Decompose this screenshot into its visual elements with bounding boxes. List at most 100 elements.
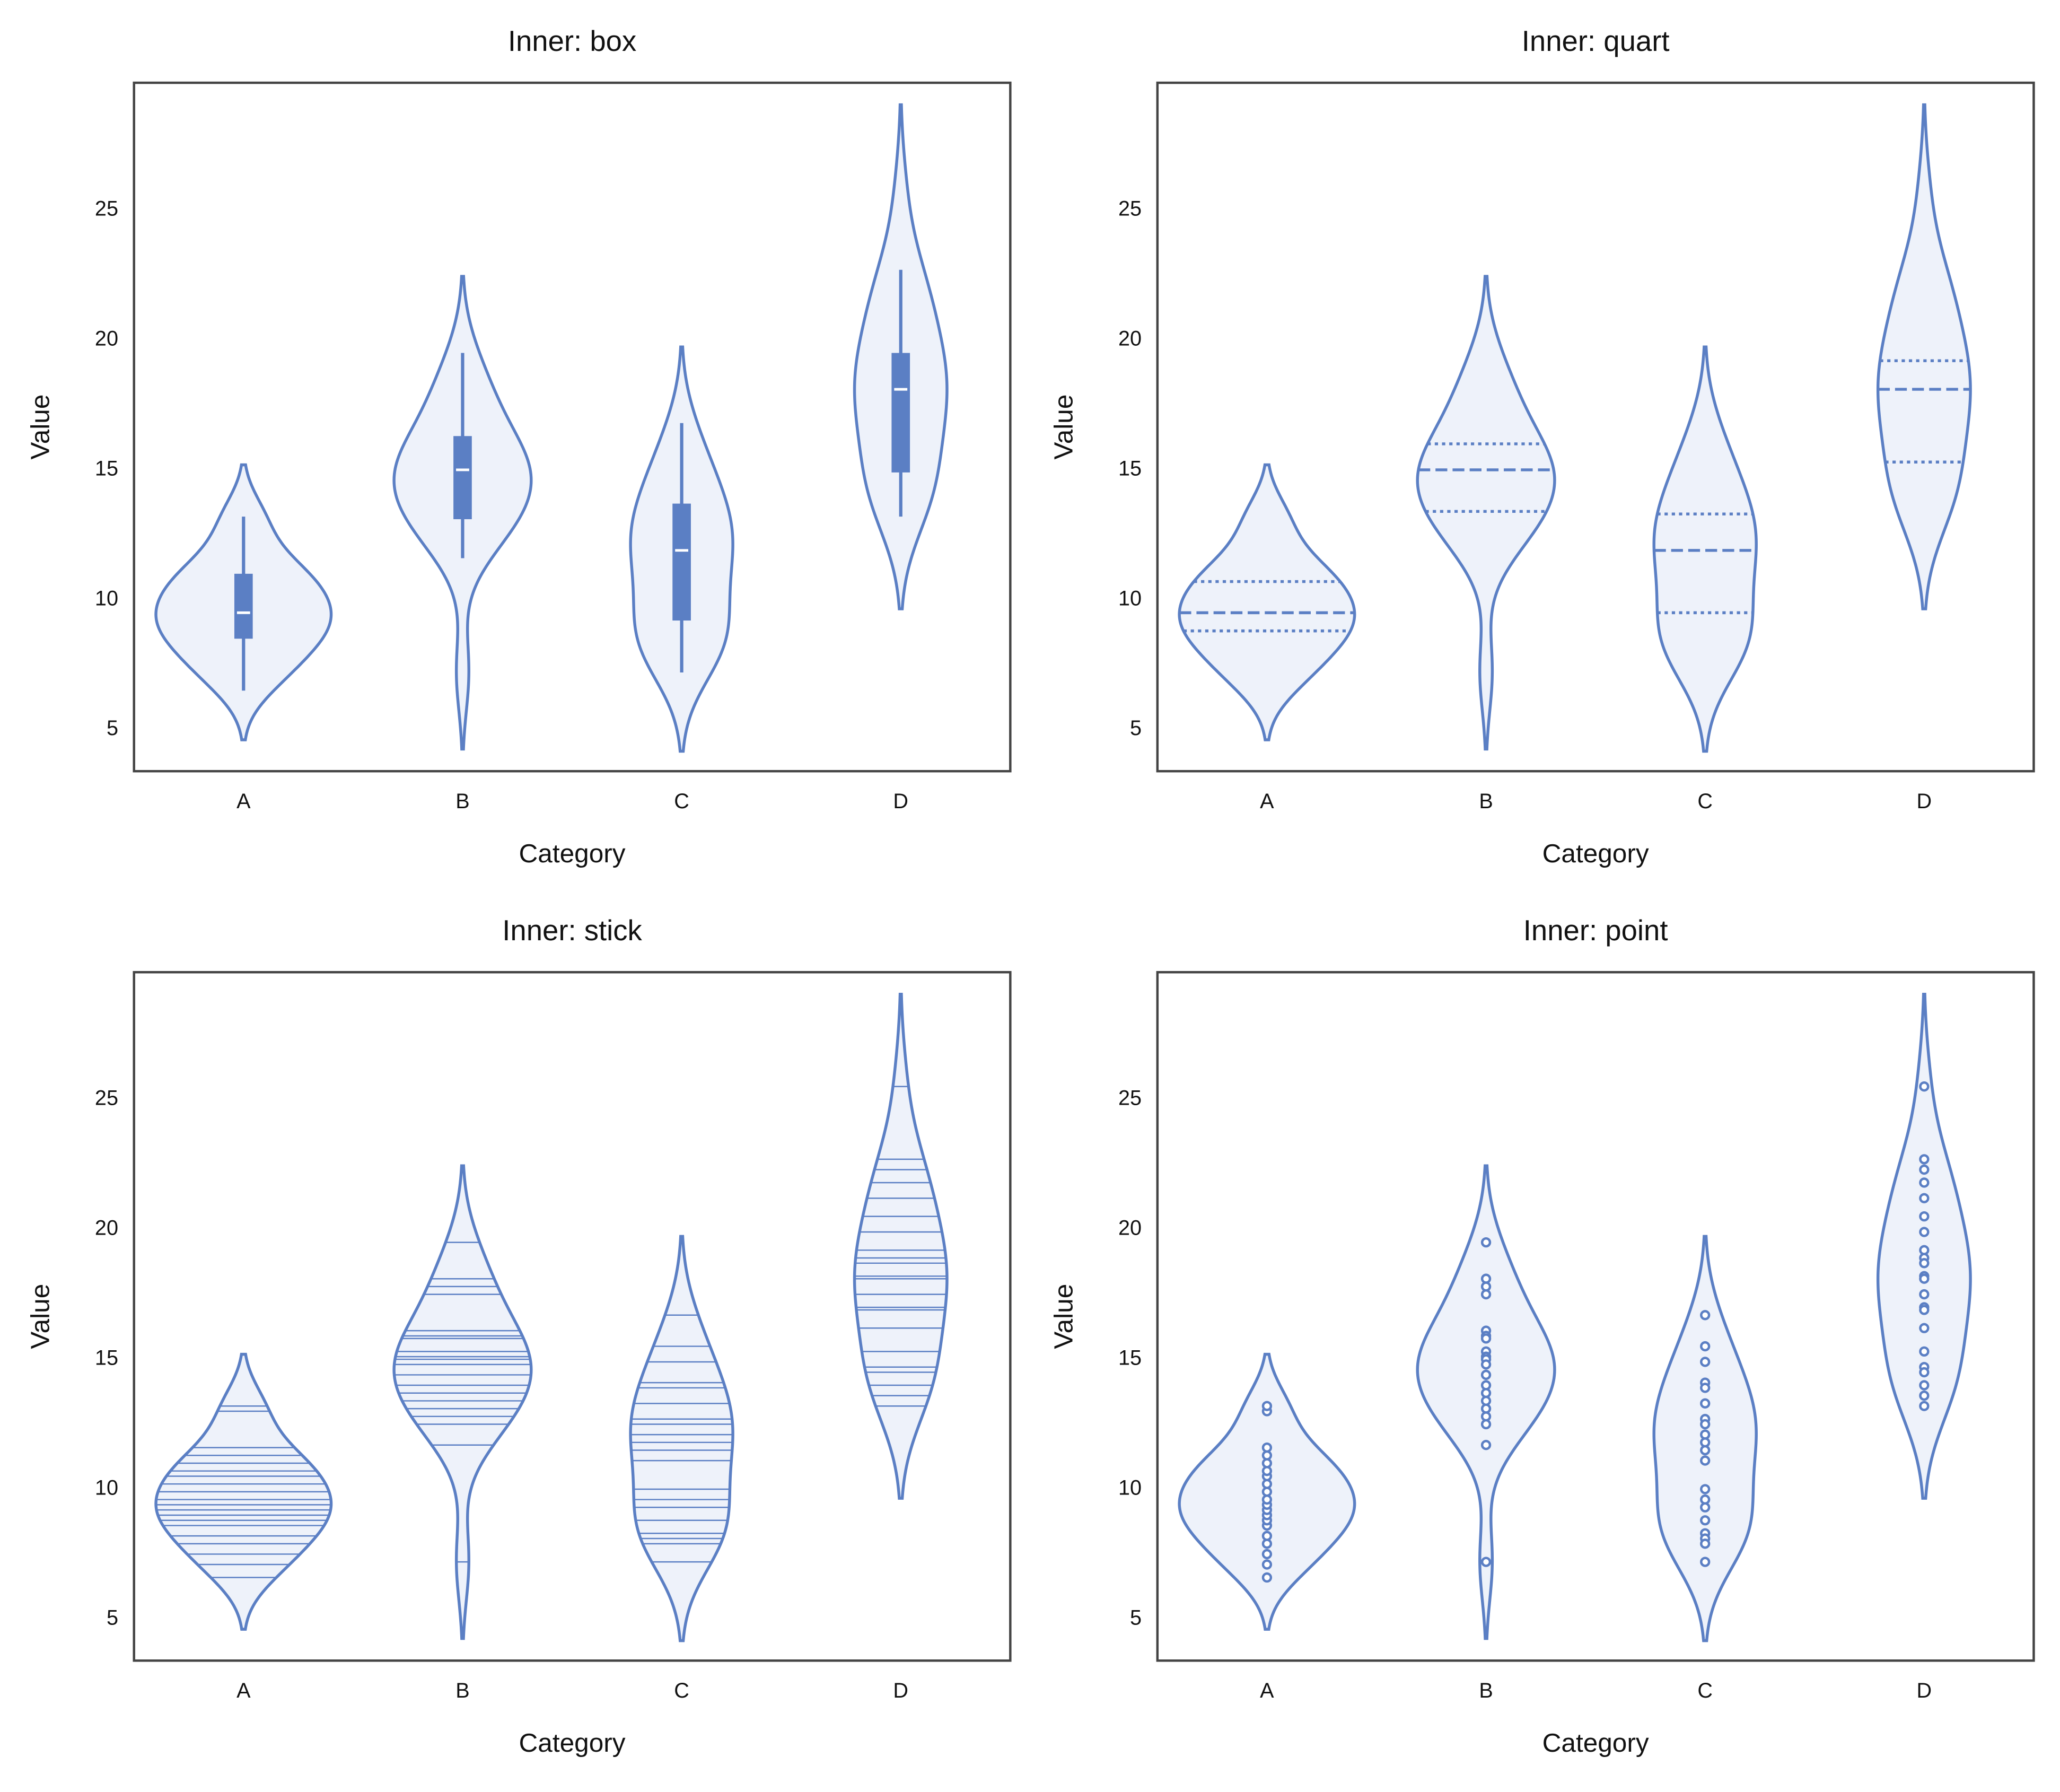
x-tick-label: A: [236, 1679, 251, 1702]
x-axis-label: Category: [519, 839, 626, 868]
point: [1700, 1455, 1711, 1466]
point: [1919, 1401, 1930, 1411]
panel: Inner: box Category Value 5 10 15 20 25 A B C D: [25, 25, 1012, 868]
box: [891, 353, 910, 473]
point: [1700, 1419, 1711, 1430]
y-tick-label: 5: [1130, 716, 1142, 740]
x-tick-label: B: [1479, 1679, 1493, 1702]
point: [1919, 1323, 1930, 1333]
x-tick-label: A: [1260, 1679, 1274, 1702]
violin: [1652, 345, 1758, 753]
x-tick-label: B: [455, 790, 469, 813]
box: [453, 436, 472, 520]
point: [1700, 1341, 1711, 1352]
y-tick-label: 15: [95, 1347, 118, 1370]
panel: Inner: stick Category Value 5 10 15 20 25 A B C D: [25, 914, 1012, 1758]
axes-frame: [133, 971, 1012, 1662]
x-tick-label: C: [674, 1679, 689, 1702]
x-axis-label: Category: [519, 1728, 626, 1758]
point: [1700, 1445, 1711, 1456]
axes-frame: [133, 81, 1012, 773]
y-tick-label: 5: [107, 716, 118, 740]
point: [1261, 1401, 1273, 1411]
x-axis-label: Category: [1542, 839, 1649, 868]
point: [1700, 1515, 1711, 1526]
x-tick-label: C: [674, 790, 689, 813]
point: [1700, 1310, 1711, 1321]
point: [1700, 1539, 1711, 1549]
point: [1919, 1346, 1930, 1357]
point: [1480, 1289, 1492, 1300]
point: [1919, 1273, 1930, 1284]
point: [1919, 1164, 1930, 1175]
y-tick-label: 15: [1118, 1347, 1142, 1370]
y-tick-label: 15: [1118, 457, 1142, 480]
point: [1919, 1289, 1930, 1300]
point: [1480, 1333, 1492, 1344]
panel-title: Inner: box: [508, 25, 636, 57]
violin: [853, 993, 949, 1500]
y-tick-label: 10: [1118, 1476, 1142, 1499]
panel-title: Inner: quart: [1522, 25, 1670, 57]
y-tick-label: 20: [95, 327, 118, 350]
y-axis-label: Value: [25, 395, 55, 460]
x-axis-label: Category: [1542, 1728, 1649, 1758]
y-tick-label: 20: [1118, 1217, 1142, 1240]
point: [1700, 1398, 1711, 1409]
panel-title: Inner: stick: [502, 914, 642, 947]
y-axis-label: Value: [1049, 395, 1078, 460]
x-tick-label: B: [455, 1679, 469, 1702]
y-tick-label: 5: [1130, 1606, 1142, 1629]
point: [1480, 1440, 1492, 1450]
y-tick-label: 25: [95, 1087, 118, 1110]
x-tick-label: D: [1917, 790, 1932, 813]
y-tick-label: 20: [95, 1217, 118, 1240]
point: [1261, 1572, 1273, 1583]
y-axis-label: Value: [25, 1284, 55, 1349]
x-tick-label: D: [893, 1679, 908, 1702]
point: [1480, 1369, 1492, 1380]
x-tick-label: A: [236, 790, 251, 813]
x-tick-label: D: [1917, 1679, 1932, 1702]
point: [1700, 1383, 1711, 1393]
box: [234, 573, 253, 639]
panel: Inner: point Category Value 5 10 15 20 25 A B C D: [1049, 914, 2035, 1758]
point: [1919, 1258, 1930, 1269]
x-tick-label: C: [1697, 790, 1713, 813]
y-tick-label: 10: [95, 1476, 118, 1499]
point: [1261, 1442, 1273, 1453]
axes-frame: [1156, 971, 2035, 1662]
y-tick-label: 15: [95, 457, 118, 480]
point: [1480, 1237, 1492, 1248]
point: [1261, 1531, 1273, 1541]
y-tick-label: 20: [1118, 327, 1142, 350]
x-tick-label: B: [1479, 790, 1493, 813]
point: [1919, 1081, 1930, 1092]
x-tick-label: A: [1260, 790, 1274, 813]
y-tick-label: 10: [1118, 587, 1142, 610]
point: [1919, 1154, 1930, 1165]
point: [1919, 1193, 1930, 1204]
point: [1919, 1305, 1930, 1315]
y-tick-label: 25: [95, 197, 118, 221]
point: [1919, 1390, 1930, 1401]
panel: Inner: quart Category Value 5 10 15 20 25 A B C D: [1049, 25, 2035, 868]
point: [1480, 1359, 1492, 1370]
violin: [629, 1235, 734, 1642]
point: [1261, 1559, 1273, 1570]
point: [1919, 1211, 1930, 1222]
y-tick-label: 25: [1118, 197, 1142, 221]
point: [1700, 1484, 1711, 1494]
point: [1919, 1227, 1930, 1237]
point: [1700, 1502, 1711, 1513]
point: [1480, 1557, 1492, 1567]
y-tick-label: 10: [95, 587, 118, 610]
point: [1700, 1557, 1711, 1567]
point: [1480, 1419, 1492, 1430]
violin: [392, 1164, 533, 1640]
y-axis-label: Value: [1049, 1284, 1078, 1349]
point: [1919, 1367, 1930, 1378]
axes-frame: [1156, 81, 2035, 773]
box: [672, 503, 691, 621]
